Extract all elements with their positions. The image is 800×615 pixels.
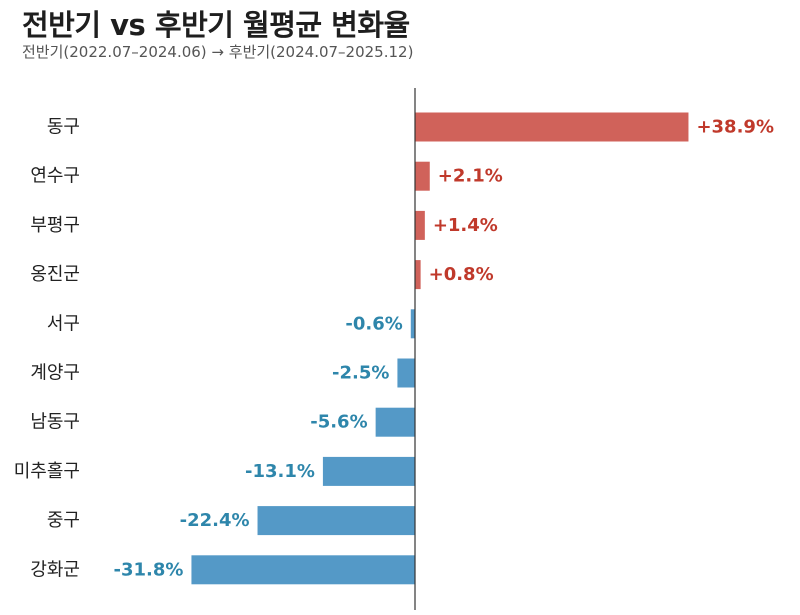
value-label: -13.1% (245, 461, 315, 482)
category-label: 부평구 (30, 215, 80, 236)
category-label: 계양구 (30, 363, 80, 384)
bar (375, 407, 415, 437)
value-label: -0.6% (345, 313, 402, 334)
chart-subtitle: 전반기(2022.07–2024.06) → 후반기(2024.07–2025.… (22, 43, 414, 61)
bar (397, 358, 415, 388)
value-label: -31.8% (114, 559, 184, 580)
category-label: 옹진군 (30, 264, 80, 285)
bar (415, 112, 689, 142)
bar (410, 309, 415, 339)
bar (191, 555, 415, 585)
category-label: 미추홀구 (14, 461, 80, 482)
category-label: 동구 (47, 117, 80, 138)
value-label: -22.4% (180, 510, 250, 531)
value-label: +38.9% (696, 117, 774, 138)
bar (415, 260, 421, 290)
category-label: 강화군 (30, 559, 80, 580)
value-label: +1.4% (433, 215, 498, 236)
bar (415, 161, 430, 191)
bar (257, 506, 415, 536)
bar (322, 456, 415, 486)
value-label: +2.1% (438, 166, 503, 187)
category-label: 연수구 (30, 166, 80, 187)
category-label: 남동구 (30, 412, 80, 433)
value-label: -5.6% (310, 412, 367, 433)
bar (415, 210, 425, 240)
category-label: 중구 (47, 510, 80, 531)
chart-title: 전반기 vs 후반기 월평균 변화율 (22, 8, 410, 42)
category-label: 서구 (47, 313, 80, 334)
value-label: -2.5% (332, 363, 389, 384)
value-label: +0.8% (429, 264, 494, 285)
